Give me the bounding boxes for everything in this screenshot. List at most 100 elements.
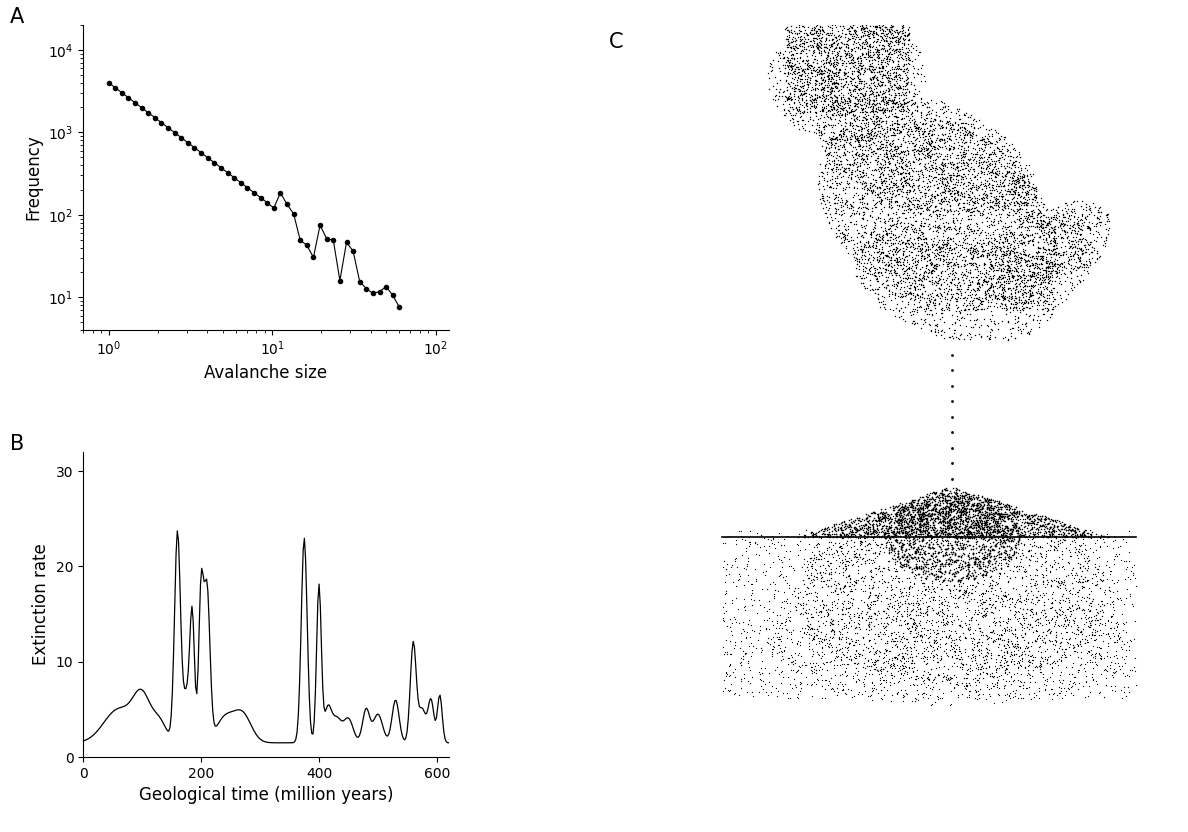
Point — [1080, 220, 1099, 234]
Point — [889, 575, 908, 588]
Point — [915, 133, 934, 146]
Point — [827, 582, 846, 595]
Point — [858, 553, 877, 567]
Point — [885, 634, 904, 647]
Point — [943, 141, 962, 154]
Point — [779, 91, 798, 104]
Point — [941, 631, 960, 645]
Point — [968, 673, 987, 686]
Point — [1069, 221, 1088, 235]
Point — [877, 27, 896, 40]
Point — [896, 47, 915, 61]
Point — [813, 22, 832, 36]
Point — [1005, 517, 1024, 530]
Point — [934, 129, 953, 142]
Point — [940, 527, 959, 540]
Point — [1026, 618, 1045, 631]
Point — [910, 272, 929, 285]
Point — [832, 102, 851, 115]
Point — [871, 181, 890, 194]
Point — [987, 190, 1006, 203]
Point — [944, 556, 963, 569]
Point — [765, 590, 784, 603]
Point — [960, 489, 979, 503]
Point — [760, 60, 779, 73]
Point — [1004, 158, 1023, 171]
Point — [719, 683, 738, 696]
Point — [936, 180, 955, 193]
Point — [1062, 271, 1081, 285]
Point — [998, 156, 1017, 170]
Point — [963, 551, 982, 564]
Point — [942, 542, 961, 556]
Point — [969, 155, 988, 168]
Point — [839, 158, 858, 171]
Point — [845, 515, 864, 528]
Point — [874, 622, 893, 635]
Point — [803, 113, 822, 126]
Point — [1047, 232, 1066, 245]
Point — [830, 658, 849, 671]
Point — [864, 136, 883, 149]
Point — [968, 525, 987, 538]
Point — [1111, 640, 1130, 653]
Point — [1073, 247, 1092, 260]
Point — [968, 194, 987, 207]
Point — [779, 91, 798, 104]
Point — [826, 651, 845, 665]
Point — [860, 273, 879, 286]
Point — [893, 589, 912, 602]
Point — [886, 580, 905, 593]
Point — [944, 529, 963, 542]
Point — [1025, 597, 1044, 611]
Point — [1023, 177, 1042, 191]
Point — [963, 542, 982, 556]
Point — [1025, 578, 1044, 592]
Point — [899, 582, 918, 596]
Point — [889, 605, 908, 618]
Point — [905, 501, 924, 514]
Point — [861, 50, 880, 63]
Point — [848, 36, 867, 49]
Point — [959, 187, 978, 201]
Point — [966, 683, 985, 696]
Point — [999, 173, 1018, 186]
Point — [947, 676, 966, 689]
Point — [1061, 549, 1080, 562]
Point — [1066, 240, 1085, 253]
Point — [905, 514, 924, 527]
Point — [1001, 526, 1020, 539]
Point — [893, 691, 912, 704]
Point — [950, 112, 969, 126]
Point — [1093, 626, 1112, 640]
Point — [756, 569, 775, 582]
Point — [892, 72, 911, 85]
Point — [944, 216, 963, 230]
Point — [1013, 301, 1032, 314]
Point — [943, 583, 962, 597]
Point — [928, 640, 947, 653]
Point — [944, 530, 963, 543]
Point — [1042, 220, 1061, 234]
Point — [916, 512, 935, 525]
Point — [871, 21, 890, 34]
Point — [1028, 291, 1047, 305]
Point — [833, 36, 852, 49]
Point — [1080, 645, 1099, 658]
Point — [961, 511, 980, 524]
Point — [876, 78, 895, 92]
Point — [899, 200, 918, 213]
Point — [955, 520, 974, 533]
Point — [833, 88, 852, 102]
Point — [1105, 557, 1124, 571]
Point — [936, 525, 955, 538]
Point — [889, 57, 908, 71]
Point — [1074, 231, 1093, 245]
Point — [986, 514, 1005, 527]
Point — [853, 67, 872, 81]
Point — [911, 92, 930, 106]
Point — [873, 77, 892, 90]
Point — [1030, 230, 1049, 244]
Point — [924, 486, 943, 499]
Point — [992, 184, 1011, 197]
